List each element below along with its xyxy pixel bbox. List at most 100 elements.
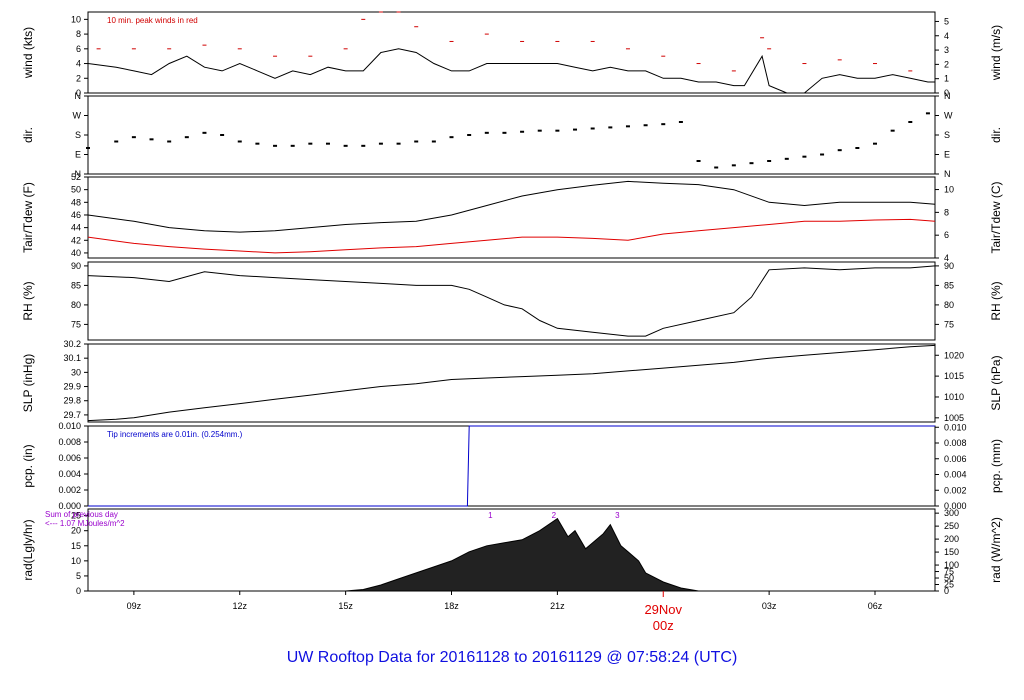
rad-ytick-right-label: 150: [944, 547, 959, 557]
rh-line-rh: [87, 265, 936, 337]
wind-ytick-right-label: 5: [944, 16, 949, 26]
rh-ytick-right-label: 80: [944, 300, 954, 310]
temp-ytick-label: 46: [71, 210, 81, 220]
xtick-label: 15z: [338, 601, 353, 611]
pcp-ytick-right-label: 0.010: [944, 422, 967, 432]
slp-ytick-right-label: 1020: [944, 350, 964, 360]
rad-marker: 1: [488, 511, 493, 520]
rad-marker: 2: [552, 511, 557, 520]
date-sublabel: 00z: [653, 618, 674, 633]
rad-ytick-label: 20: [71, 526, 81, 536]
rad-ytick-right-label: 100: [944, 560, 959, 570]
rad-ytick-right-label: 50: [944, 573, 954, 583]
slp-ylabel-right: SLP (hPa): [989, 355, 1003, 410]
temp-ytick-label: 42: [71, 235, 81, 245]
dir-ytick-right-label: N: [944, 91, 951, 101]
temp-line-tdew: [87, 218, 936, 254]
temp-ylabel-right: Tair/Tdew (C): [989, 181, 1003, 253]
rad-annotation-line: <--- 1.07 MJoules/m^2: [45, 519, 125, 528]
pcp-ytick-right-label: 0.004: [944, 470, 967, 480]
rad-ytick-label: 5: [76, 571, 81, 581]
slp-ytick-label: 30.2: [63, 339, 81, 349]
rad-ytick-label: 25: [71, 511, 81, 521]
rad-ytick-right-label: 25: [944, 580, 954, 590]
wind-ytick-right-label: 2: [944, 59, 949, 69]
rh-ytick-right-label: 75: [944, 319, 954, 329]
rh-ytick-label: 90: [71, 261, 81, 271]
xtick-label: 12z: [232, 601, 247, 611]
pcp-ytick-label: 0.004: [58, 469, 81, 479]
pcp-ytick-right-label: 0.008: [944, 438, 967, 448]
xtick-label: 03z: [762, 601, 777, 611]
pcp-ytick-label: 0.000: [58, 501, 81, 511]
slp-ytick-right-label: 1010: [944, 392, 964, 402]
rad-ytick-label: 10: [71, 556, 81, 566]
rad-ylabel-left: rad(Lgly/hr): [21, 519, 35, 580]
temp-ytick-right-label: 6: [944, 230, 949, 240]
pcp-ytick-right-label: 0.006: [944, 454, 967, 464]
wind-ylabel-right: wind (m/s): [989, 25, 1003, 81]
footer-title: UW Rooftop Data for 20161128 to 20161129…: [286, 649, 738, 666]
temp-ytick-right-label: 4: [944, 253, 949, 263]
date-label: 29Nov: [644, 602, 682, 617]
pcp-annotation: Tip increments are 0.01in. (0.254mm.): [107, 430, 243, 439]
pcp-ytick-right-label: 0.002: [944, 485, 967, 495]
dir-frame: [87, 95, 936, 175]
wind-frame: [87, 11, 936, 94]
xtick-label: 21z: [550, 601, 565, 611]
dir-ytick-label: N: [75, 169, 82, 179]
rh-ytick-label: 85: [71, 280, 81, 290]
rh-ylabel-right: RH (%): [989, 281, 1003, 320]
dir-ytick-right-label: S: [944, 130, 950, 140]
temp-ytick-right-label: 10: [944, 185, 954, 195]
temp-line-tair: [87, 180, 936, 233]
rh-ytick-label: 80: [71, 300, 81, 310]
rad-ytick-right-label: 300: [944, 508, 959, 518]
pcp-ytick-label: 0.002: [58, 485, 81, 495]
temp-ytick-label: 40: [71, 248, 81, 258]
pcp-ytick-label: 0.010: [58, 421, 81, 431]
wind-ytick-label: 0: [76, 88, 81, 98]
pcp-line-precip: [88, 425, 935, 507]
dir-ylabel-left: dir.: [21, 127, 35, 143]
temp-ytick-label: 48: [71, 197, 81, 207]
dir-ylabel-right: dir.: [989, 127, 1003, 143]
temp-ytick-label: 44: [71, 223, 81, 233]
rad-ytick-right-label: 200: [944, 534, 959, 544]
dir-ytick-label: W: [73, 111, 82, 121]
temp-frame: [87, 176, 936, 259]
slp-ytick-right-label: 1005: [944, 413, 964, 423]
rh-ytick-right-label: 90: [944, 261, 954, 271]
dir-ytick-right-label: N: [944, 169, 951, 179]
rad-ytick-right-label: 0: [944, 586, 949, 596]
wind-annotation: 10 min. peak winds in red: [107, 16, 198, 25]
rh-frame: [87, 261, 936, 341]
pcp-ylabel-left: pcp. (in): [21, 444, 35, 487]
rh-ylabel-left: RH (%): [21, 281, 35, 320]
wind-ytick-right-label: 3: [944, 45, 949, 55]
wind-ytick-label: 10: [71, 14, 81, 24]
rad-marker: 3: [615, 511, 620, 520]
rad-ytick-label: 0: [76, 586, 81, 596]
dir-ytick-right-label: E: [944, 150, 950, 160]
temp-ylabel-left: Tair/Tdew (F): [21, 182, 35, 253]
wind-line-wind: [87, 48, 935, 94]
dir-ytick-right-label: W: [944, 111, 953, 121]
pcp-ytick-label: 0.006: [58, 453, 81, 463]
wind-ytick-right-label: 0: [944, 88, 949, 98]
slp-line-slp: [87, 344, 936, 422]
rh-ytick-label: 75: [71, 319, 81, 329]
xtick-label: 06z: [868, 601, 883, 611]
temp-ytick-label: 52: [71, 172, 81, 182]
wind-ytick-label: 6: [76, 44, 81, 54]
rad-ytick-label: 15: [71, 541, 81, 551]
pcp-ytick-label: 0.008: [58, 437, 81, 447]
xtick-label: 18z: [444, 601, 459, 611]
pcp-ylabel-right: pcp. (mm): [989, 439, 1003, 493]
slp-frame: [87, 343, 936, 423]
xtick-label: 09z: [127, 601, 142, 611]
slp-ytick-label: 30.1: [63, 353, 81, 363]
wind-ylabel-left: wind (kts): [21, 27, 35, 79]
temp-ytick-right-label: 8: [944, 207, 949, 217]
dir-ytick-label: S: [75, 130, 81, 140]
